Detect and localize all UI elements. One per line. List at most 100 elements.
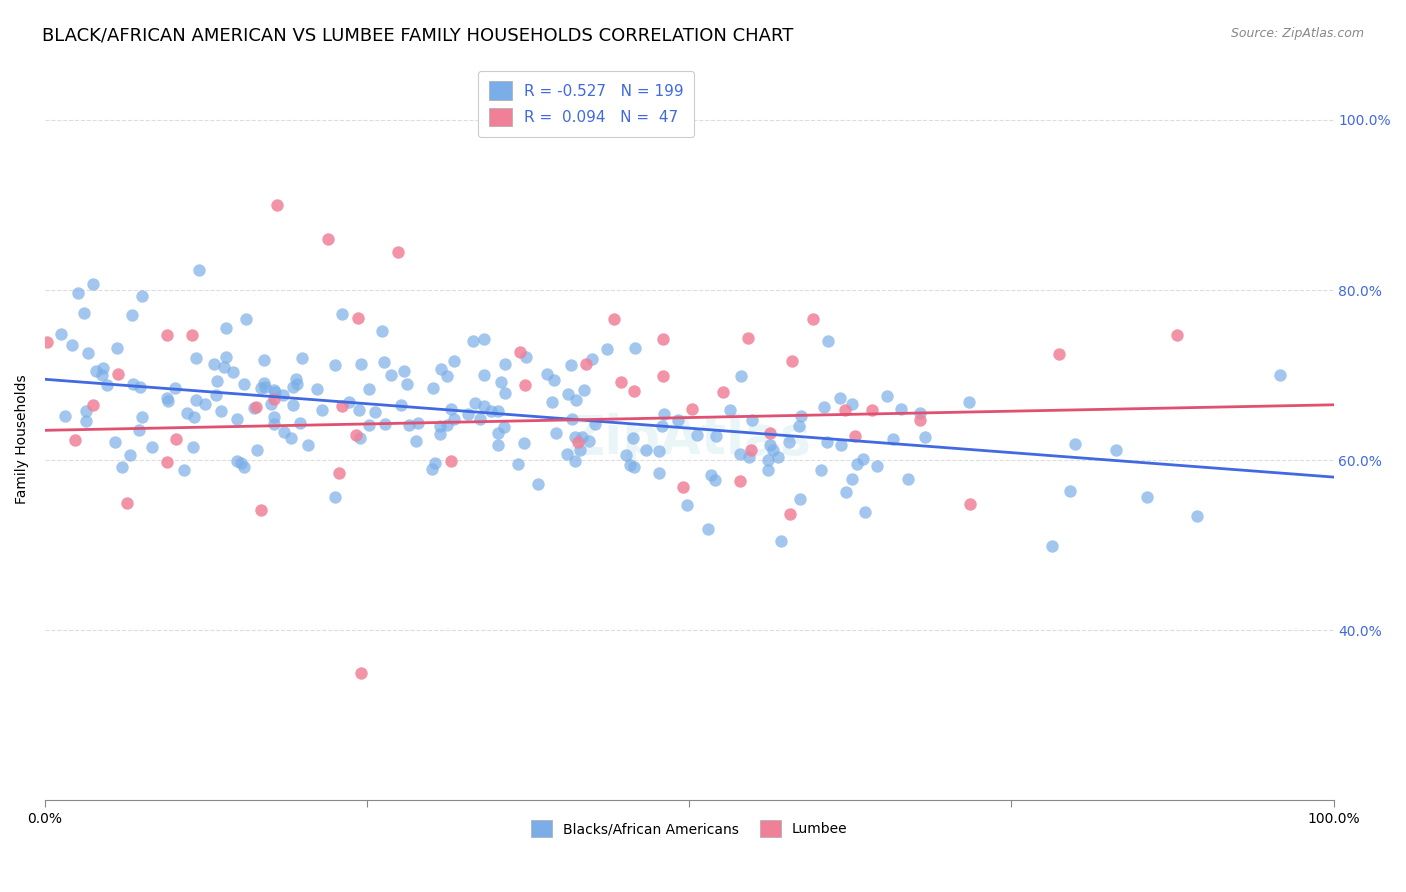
Point: [1059, 484, 1081, 499]
Point: [202, 357, 225, 371]
Point: [624, 342, 647, 356]
Point: [578, 434, 600, 448]
Point: [515, 350, 537, 364]
Point: [232, 460, 254, 475]
Point: [280, 431, 302, 445]
Point: [328, 466, 350, 480]
Point: [728, 447, 751, 461]
Point: [1166, 327, 1188, 342]
Point: [841, 472, 863, 486]
Point: [82, 277, 104, 291]
Text: Source: ZipAtlas.com: Source: ZipAtlas.com: [1230, 27, 1364, 40]
Point: [436, 417, 458, 432]
Point: [406, 416, 429, 430]
Point: [846, 457, 869, 471]
Point: [439, 454, 461, 468]
Point: [318, 232, 340, 246]
Point: [817, 334, 839, 348]
Point: [226, 412, 249, 426]
Point: [371, 324, 394, 338]
Point: [472, 332, 495, 346]
Point: [181, 327, 204, 342]
Point: [283, 398, 305, 412]
Point: [396, 376, 419, 391]
Point: [263, 392, 285, 406]
Text: BLACK/AFRICAN AMERICAN VS LUMBEE FAMILY HOUSEHOLDS CORRELATION CHART: BLACK/AFRICAN AMERICAN VS LUMBEE FAMILY …: [42, 27, 793, 45]
Point: [214, 351, 236, 365]
Point: [120, 449, 142, 463]
Point: [1063, 436, 1085, 450]
Point: [770, 534, 793, 549]
Point: [897, 472, 920, 486]
Point: [245, 442, 267, 457]
Point: [546, 426, 568, 441]
Point: [443, 354, 465, 368]
Point: [583, 417, 606, 431]
Point: [374, 417, 396, 431]
Point: [204, 388, 226, 402]
Point: [194, 397, 217, 411]
Point: [349, 431, 371, 445]
Point: [232, 376, 254, 391]
Point: [623, 460, 645, 475]
Point: [330, 307, 353, 321]
Point: [67, 286, 90, 301]
Point: [581, 351, 603, 366]
Point: [623, 384, 645, 399]
Point: [835, 484, 858, 499]
Point: [494, 420, 516, 434]
Point: [959, 497, 981, 511]
Point: [704, 429, 727, 443]
Point: [914, 430, 936, 444]
Point: [231, 456, 253, 470]
Point: [830, 437, 852, 451]
Point: [273, 425, 295, 439]
Point: [271, 388, 294, 402]
Point: [621, 431, 644, 445]
Point: [728, 474, 751, 488]
Legend: Blacks/African Americans, Lumbee: Blacks/African Americans, Lumbee: [524, 813, 855, 844]
Point: [651, 418, 673, 433]
Point: [430, 362, 453, 376]
Point: [508, 457, 530, 471]
Point: [156, 328, 179, 343]
Point: [890, 402, 912, 417]
Point: [263, 409, 285, 424]
Point: [488, 425, 510, 440]
Point: [789, 491, 811, 506]
Point: [730, 369, 752, 384]
Text: ZipAtlas: ZipAtlas: [567, 413, 811, 465]
Point: [91, 360, 114, 375]
Point: [564, 430, 586, 444]
Point: [245, 400, 267, 414]
Point: [288, 417, 311, 431]
Point: [841, 396, 863, 410]
Point: [1268, 368, 1291, 383]
Point: [464, 396, 486, 410]
Point: [405, 434, 427, 449]
Point: [96, 378, 118, 392]
Point: [323, 359, 346, 373]
Point: [619, 458, 641, 472]
Point: [569, 443, 592, 458]
Point: [184, 392, 207, 407]
Point: [82, 398, 104, 412]
Point: [494, 357, 516, 371]
Point: [117, 496, 139, 510]
Point: [494, 386, 516, 401]
Point: [634, 443, 657, 458]
Point: [222, 366, 245, 380]
Point: [389, 398, 412, 412]
Point: [77, 346, 100, 360]
Point: [209, 403, 232, 417]
Point: [226, 453, 249, 467]
Point: [711, 385, 734, 400]
Point: [398, 418, 420, 433]
Point: [472, 399, 495, 413]
Point: [756, 463, 779, 477]
Point: [815, 435, 838, 450]
Point: [813, 401, 835, 415]
Point: [782, 354, 804, 368]
Point: [186, 351, 208, 366]
Point: [527, 477, 550, 491]
